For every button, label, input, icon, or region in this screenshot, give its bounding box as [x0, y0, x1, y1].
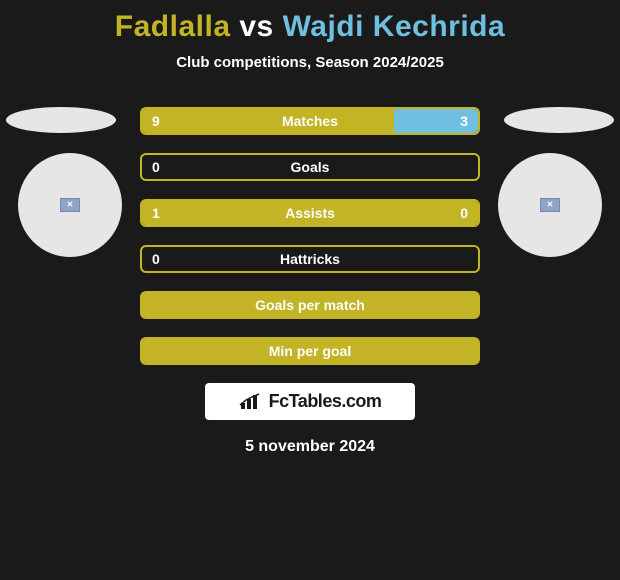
- stat-row: Min per goal: [140, 337, 480, 365]
- avatar-right: ✕: [498, 153, 602, 257]
- x-icon: ✕: [67, 201, 74, 209]
- stat-row: Hattricks0: [140, 245, 480, 273]
- stat-value-left: 0: [152, 155, 160, 179]
- main-area: ✕ ✕ Matches93Goals0Assists10Hattricks0Go…: [0, 107, 620, 456]
- avatar-left: ✕: [18, 153, 122, 257]
- bar-fill-left: [142, 201, 478, 225]
- stat-label: Hattricks: [142, 247, 478, 271]
- stat-row: Assists10: [140, 199, 480, 227]
- stat-label: Goals: [142, 155, 478, 179]
- player1-name: Fadlalla: [115, 10, 231, 43]
- comparison-bars: Matches93Goals0Assists10Hattricks0Goals …: [140, 107, 480, 365]
- stat-label: Goals per match: [142, 293, 478, 317]
- x-icon: ✕: [547, 201, 554, 209]
- stat-row: Goals0: [140, 153, 480, 181]
- footer-logo-text: FcTables.com: [269, 391, 382, 412]
- ellipse-right: [504, 107, 614, 133]
- placeholder-icon: ✕: [540, 198, 560, 212]
- ellipse-left: [6, 107, 116, 133]
- title-vs: vs: [239, 10, 273, 43]
- stat-row: Matches93: [140, 107, 480, 135]
- placeholder-icon: ✕: [60, 198, 80, 212]
- player2-name: Wajdi Kechrida: [283, 10, 506, 43]
- subtitle: Club competitions, Season 2024/2025: [0, 54, 620, 71]
- page-title: Fadlalla vs Wajdi Kechrida: [0, 0, 620, 44]
- stat-label: Min per goal: [142, 339, 478, 363]
- bar-fill-right: [394, 109, 478, 133]
- footer-logo: FcTables.com: [205, 383, 415, 420]
- stat-row: Goals per match: [140, 291, 480, 319]
- container: Fadlalla vs Wajdi Kechrida Club competit…: [0, 0, 620, 580]
- stat-value-left: 0: [152, 247, 160, 271]
- bar-chart-icon: [239, 393, 265, 411]
- bar-fill-left: [142, 109, 394, 133]
- footer-date: 5 november 2024: [0, 438, 620, 456]
